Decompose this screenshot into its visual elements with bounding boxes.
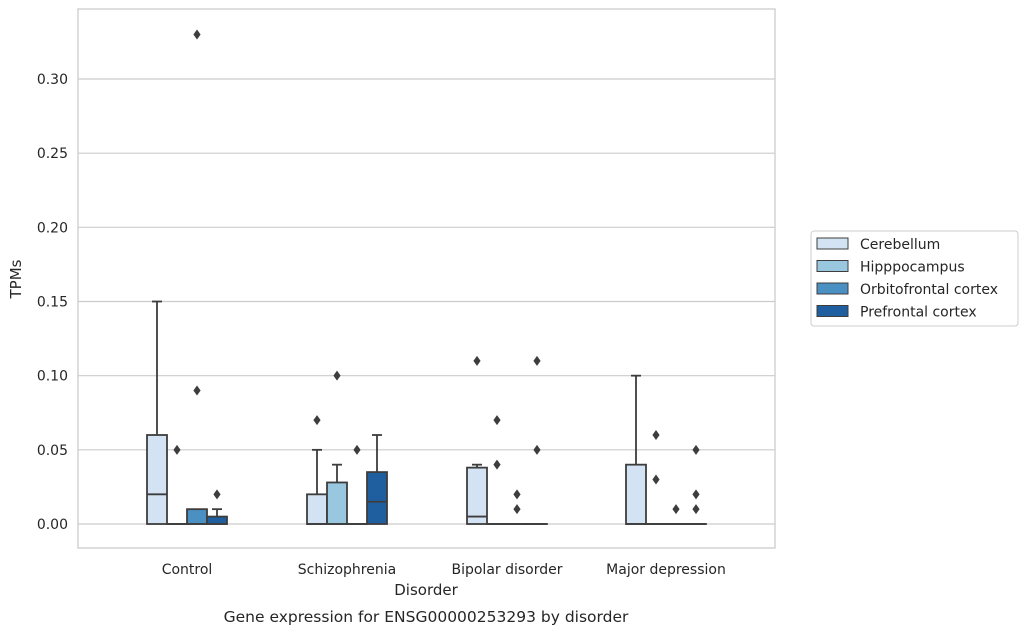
box-body (625, 463, 647, 525)
box-orbitofrontal-cortex (665, 504, 687, 525)
legend-items: Cerebellum Hipppocampus Orbitofrontal cort… (816, 237, 998, 321)
y-tick-labels: 0.00 0.05 0.10 0.15 0.20 0.25 0.30 (37, 72, 68, 533)
box-body (146, 434, 168, 525)
legend-swatch (816, 260, 849, 272)
gridlines (78, 78, 775, 525)
x-tick-label: Control (162, 562, 213, 578)
box-flier (333, 370, 341, 381)
box-orbitofrontal-cortex (506, 489, 528, 525)
x-tick-label: Bipolar disorder (451, 562, 562, 578)
y-tick-label: 0.10 (37, 369, 68, 385)
box-flier (652, 474, 660, 485)
y-tick-label: 0.25 (37, 146, 68, 162)
box-flier (493, 415, 501, 426)
plot-frame (77, 8, 776, 549)
box-orbitofrontal-cortex (346, 444, 368, 525)
x-tick-labels: Control Schizophrenia Bipolar disorder Majo… (162, 562, 726, 578)
box-prefrontal-cortex (206, 489, 228, 525)
box-hipppocampus (645, 430, 667, 525)
box-body (206, 515, 228, 525)
box-body (466, 466, 488, 525)
y-axis-label: TPMs (7, 259, 25, 299)
box-flier (473, 355, 481, 366)
box-flier (533, 355, 541, 366)
box-body (186, 508, 208, 525)
box-body (366, 471, 388, 525)
box-body (326, 481, 348, 525)
y-tick-label: 0.00 (37, 517, 68, 533)
legend-label: Hipppocampus (860, 260, 965, 276)
legend-swatch (816, 282, 849, 295)
box-hipppocampus (166, 444, 188, 525)
box-flier (213, 489, 221, 500)
x-tick-label: Major depression (606, 562, 726, 578)
box-flier (652, 430, 660, 440)
box-hipppocampus (486, 415, 508, 525)
x-tick-label: Schizophrenia (298, 562, 396, 578)
box-flier (513, 504, 521, 515)
y-tick-label: 0.05 (37, 443, 68, 459)
legend-swatch (816, 237, 849, 250)
box-flier (313, 415, 321, 426)
figure-caption: Gene expression for ENSG00000253293 by d… (224, 608, 629, 626)
y-tick-label: 0.20 (37, 220, 68, 236)
box-cerebellum (146, 300, 168, 525)
box-layer (146, 29, 707, 525)
legend: Cerebellum Hipppocampus Orbitofrontal cort… (810, 230, 1019, 327)
box-prefrontal-cortex (685, 444, 707, 525)
box-hipppocampus (326, 370, 348, 525)
legend-frame (810, 230, 1019, 327)
box-cerebellum (466, 355, 488, 525)
box-flier (533, 444, 541, 455)
box-flier (173, 444, 181, 455)
legend-label: Prefrontal cortex (860, 305, 977, 321)
box-flier (513, 489, 521, 500)
box-flier (493, 459, 501, 470)
legend-label: Orbitofrontal cortex (860, 282, 998, 298)
box-body (306, 493, 328, 525)
box-flier (672, 504, 680, 515)
box-flier (193, 29, 201, 40)
box-flier (193, 385, 201, 396)
box-flier (692, 444, 700, 455)
box-flier (353, 444, 361, 455)
box-cerebellum (625, 374, 647, 525)
box-cerebellum (306, 415, 328, 525)
box-prefrontal-cortex (526, 355, 548, 525)
y-tick-label: 0.15 (37, 295, 68, 311)
box-flier (692, 504, 700, 515)
x-axis-label: Disorder (394, 581, 458, 599)
y-tick-label: 0.30 (37, 72, 68, 88)
legend-label: Cerebellum (860, 237, 940, 253)
box-prefrontal-cortex (366, 434, 388, 525)
box-flier (692, 489, 700, 500)
legend-swatch (816, 305, 849, 317)
